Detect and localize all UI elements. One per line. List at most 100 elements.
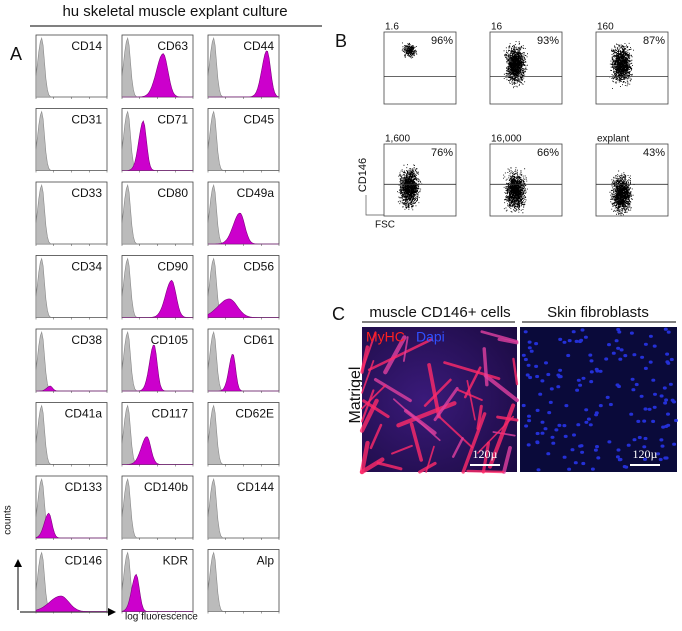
histogram: CD71 (121, 108, 194, 173)
myotube (457, 389, 483, 401)
myotube (376, 461, 403, 471)
marker-label: CD140b (144, 480, 188, 494)
myotube (403, 408, 437, 435)
micrograph-fibroblasts (520, 327, 678, 472)
scale-label: 120µ (473, 447, 498, 461)
marker-label: CD133 (65, 480, 103, 494)
peak (122, 279, 193, 318)
histogram: CD133 (35, 475, 108, 540)
peak (122, 53, 193, 98)
dots (503, 167, 528, 214)
marker-label: CD61 (243, 333, 274, 347)
plot-frame (121, 255, 194, 318)
histogram: CD45 (207, 108, 280, 173)
histogram: CD49a (207, 181, 280, 246)
histogram: CD44 (207, 34, 280, 99)
peak (35, 595, 107, 612)
stain-label: MyHC (366, 329, 405, 345)
marker-label: CD14 (71, 39, 102, 53)
histogram: CD61 (207, 328, 280, 393)
marker-label: KDR (163, 554, 189, 568)
histogram: CD31 (35, 108, 108, 173)
myotube (482, 347, 489, 387)
myotube (443, 361, 501, 381)
myotube (483, 373, 519, 403)
marker-label: CD31 (71, 113, 102, 127)
marker-label: CD34 (71, 260, 102, 274)
myotube (359, 440, 370, 475)
dilution-label: 16 (491, 22, 503, 33)
dilution-label: 1,600 (385, 134, 410, 145)
image-bg (520, 327, 677, 472)
plot-frame (35, 34, 108, 98)
marker-label: CD80 (157, 186, 188, 200)
histogram: CD34 (35, 255, 108, 320)
histogram: CD105 (121, 328, 194, 393)
scale-label: 120µ (633, 447, 658, 461)
myotube (359, 457, 385, 475)
myotube (497, 337, 519, 345)
plot-frame (383, 143, 457, 217)
myotube (466, 469, 505, 474)
marker-label: CD33 (71, 186, 102, 200)
x-axis-label: FSC (375, 220, 395, 231)
myotube (512, 357, 519, 386)
marker-label: Alp (257, 554, 275, 568)
plot-frame (121, 475, 194, 539)
histogram: CD144 (207, 475, 280, 540)
plot-frame (35, 108, 108, 171)
myotube (437, 414, 474, 449)
histogram: Alp (207, 549, 280, 614)
marker-label: CD105 (151, 333, 189, 347)
myotube (423, 378, 452, 407)
marker-label: CD56 (243, 260, 274, 274)
dots (401, 42, 418, 59)
myotube (391, 444, 413, 455)
dot-plot: 1,600 76% (383, 134, 457, 217)
histogram: CD14 (35, 34, 108, 99)
image-bg (362, 327, 517, 472)
dots (609, 170, 635, 216)
micrograph-muscle (359, 327, 519, 475)
peak (122, 436, 193, 465)
dilution-label: 16,000 (491, 134, 522, 145)
marker-label: CD49a (237, 186, 275, 200)
column-title: Skin fibroblasts (547, 304, 649, 321)
dot-plot: 16 93% (489, 22, 563, 105)
dots (609, 42, 634, 89)
panel-label: B (335, 31, 347, 51)
percent-label: 96% (431, 35, 453, 47)
myotube (461, 412, 487, 474)
dots (397, 164, 423, 211)
marker-label: CD63 (157, 39, 188, 53)
percent-label: 66% (537, 147, 559, 159)
plot-frame (383, 31, 457, 105)
plot-frame (35, 255, 108, 318)
percent-label: 87% (643, 35, 665, 47)
plot-frame (207, 475, 280, 539)
plot-frame (121, 108, 194, 171)
peak (207, 50, 280, 98)
dot-plot: 16,000 66% (489, 134, 563, 217)
percent-label: 43% (643, 147, 665, 159)
histogram: CD38 (35, 328, 108, 393)
histogram: CD41a (35, 402, 108, 467)
dots (503, 41, 528, 89)
marker-label: CD117 (152, 407, 189, 421)
histogram: CD140b (121, 475, 194, 540)
plot-frame (35, 402, 108, 465)
plot-frame (121, 402, 194, 465)
column-title: muscle CD146+ cells (369, 304, 510, 321)
panel-label: C (332, 304, 345, 324)
myotube (361, 331, 377, 372)
peak (122, 344, 193, 392)
marker-label: CD44 (243, 39, 274, 53)
marker-label: CD71 (157, 113, 188, 127)
peak (207, 298, 279, 318)
myotube (476, 404, 483, 431)
plot-frame (121, 181, 194, 245)
peak (36, 385, 107, 392)
marker-label: CD41a (65, 407, 103, 421)
plot-frame (35, 181, 108, 245)
